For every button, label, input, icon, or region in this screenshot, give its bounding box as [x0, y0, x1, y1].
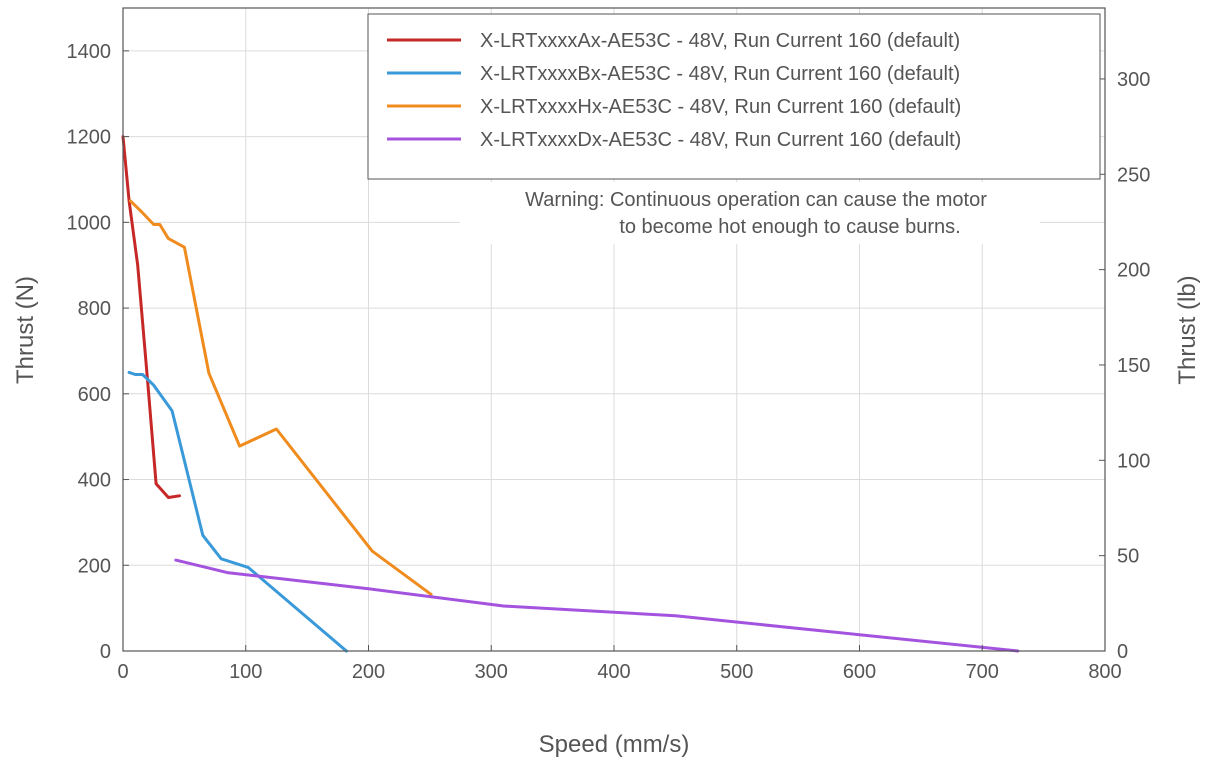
warning-note: Warning: Continuous operation can cause … [460, 182, 1040, 244]
legend-label-4: X-LRTxxxxDx-AE53C - 48V, Run Current 160… [480, 129, 961, 151]
y-tick-label: 1000 [67, 212, 112, 234]
legend-entries: X-LRTxxxxAx-AE53C - 48V, Run Current 160… [387, 30, 961, 151]
x-tick-label: 100 [229, 661, 262, 683]
y-tick-label: 800 [78, 298, 111, 320]
y-tick-label: 1400 [67, 41, 112, 63]
x-tick-label: 400 [597, 661, 630, 683]
warning-line-2: to become hot enough to cause burns. [619, 216, 960, 238]
x-axis-title: Speed (mm/s) [539, 731, 690, 758]
legend-label-3: X-LRTxxxxHx-AE53C - 48V, Run Current 160… [480, 96, 961, 118]
x-axis-ticks: 0 100 200 300 400 500 600 700 800 [117, 645, 1122, 683]
series-line-3 [128, 199, 433, 596]
y-tick-label: 600 [78, 384, 111, 406]
y-tick-label: 200 [78, 555, 111, 577]
y-right-tick-label: 250 [1117, 164, 1150, 186]
y-right-tick-label: 300 [1117, 69, 1150, 91]
legend-box [367, 13, 1101, 180]
x-tick-label: 500 [720, 661, 753, 683]
x-tick-label: 800 [1088, 661, 1121, 683]
y-right-tick-label: 100 [1117, 450, 1150, 472]
x-tick-label: 300 [475, 661, 508, 683]
y-tick-label: 0 [100, 641, 111, 663]
legend-label-1: X-LRTxxxxAx-AE53C - 48V, Run Current 160… [480, 30, 960, 52]
series-lines [121, 135, 1020, 653]
y-axis-ticks: 0 200 400 600 800 1000 1200 1400 [67, 41, 129, 663]
legend-label-2: X-LRTxxxxBx-AE53C - 48V, Run Current 160… [480, 63, 960, 85]
y-right-axis-ticks: 0 50 100 150 200 250 300 [1099, 69, 1150, 663]
y-right-tick-label: 0 [1117, 641, 1128, 663]
y-right-tick-label: 50 [1117, 546, 1139, 568]
series-line-2 [127, 370, 348, 653]
x-tick-label: 0 [117, 661, 128, 683]
y-axis-title: Thrust (N) [12, 276, 39, 384]
x-tick-label: 600 [843, 661, 876, 683]
y-right-axis-title: Thrust (lb) [1174, 275, 1201, 384]
warning-line-1: Warning: Continuous operation can cause … [525, 189, 987, 211]
y-tick-label: 400 [78, 470, 111, 492]
x-tick-label: 200 [352, 661, 385, 683]
x-tick-label: 700 [966, 661, 999, 683]
y-right-tick-label: 150 [1117, 355, 1150, 377]
series-line-4 [174, 558, 1020, 653]
y-right-tick-label: 200 [1117, 260, 1150, 282]
legend: X-LRTxxxxAx-AE53C - 48V, Run Current 160… [367, 13, 1101, 180]
warning-background [460, 182, 1040, 244]
y-tick-label: 1200 [67, 127, 112, 149]
